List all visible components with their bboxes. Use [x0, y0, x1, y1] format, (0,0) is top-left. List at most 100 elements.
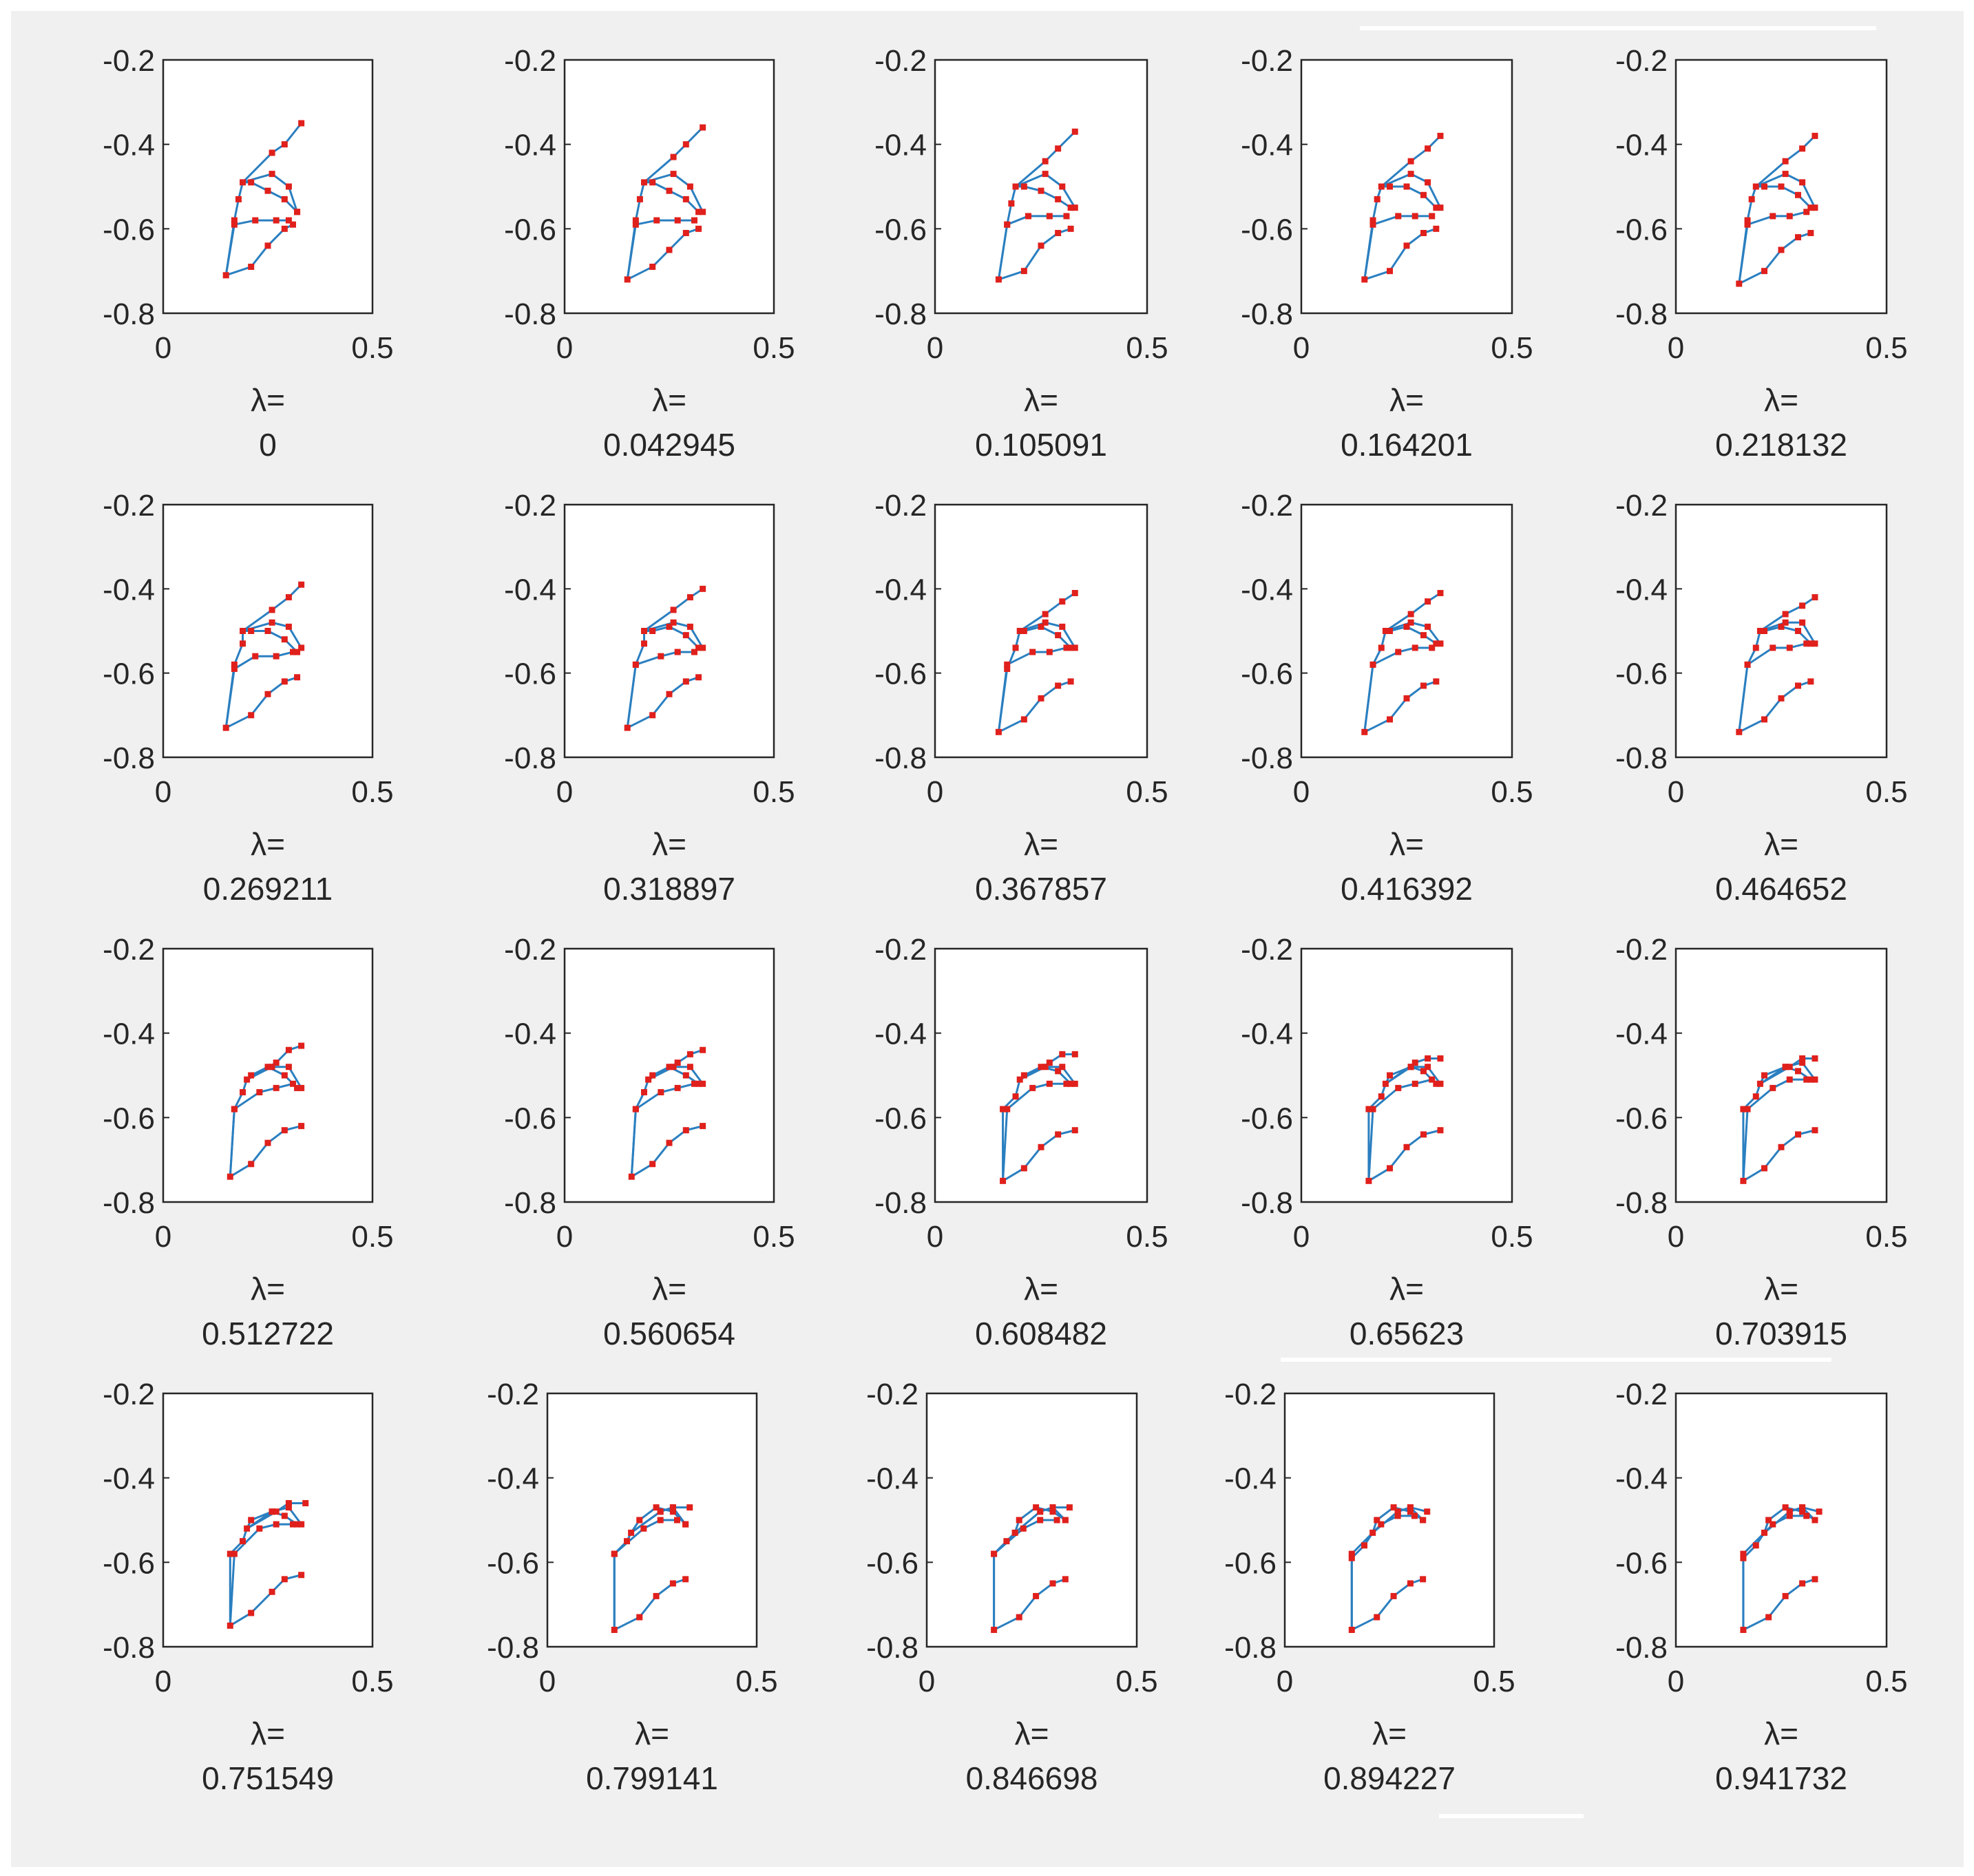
subplot-9: -0.2 -0.4 -0.6 -0.80 0.5 λ= 0.416392: [1241, 489, 1533, 907]
joint-point: [1403, 183, 1410, 190]
joint-point: [231, 217, 238, 224]
joint-point: [1770, 213, 1776, 220]
x-tick-label: 0: [556, 1220, 573, 1254]
x-tick-label: 0: [1668, 775, 1684, 809]
joint-point: [1794, 1068, 1801, 1075]
y-tick-label: -0.6: [103, 1546, 155, 1580]
lambda-label: λ=: [1024, 826, 1058, 862]
skeleton-line: [689, 626, 704, 649]
axes-box: [1674, 59, 1888, 315]
joint-point: [1365, 1106, 1372, 1113]
joint-point: [669, 1508, 676, 1515]
axes-box: [162, 59, 374, 315]
skeleton-line: [224, 668, 235, 728]
y-tick-label: -0.4: [1615, 573, 1668, 607]
subplot-2: -0.2 -0.4 -0.6 -0.80 0.5 λ= 0.042945: [504, 44, 795, 463]
joint-point: [1395, 649, 1402, 655]
skeleton-line: [1006, 1087, 1033, 1110]
joint-point: [1059, 598, 1066, 605]
joint-point: [1782, 171, 1789, 178]
joint-point: [1055, 632, 1062, 639]
subplot-14: -0.2 -0.4 -0.6 -0.80 0.5 λ= 0.65623: [1241, 933, 1533, 1351]
y-tick-label: -0.6: [1241, 213, 1293, 246]
glare-strip: [1360, 26, 1876, 30]
joint-point: [1812, 640, 1818, 647]
joint-point: [628, 1529, 635, 1536]
y-tick-label: -0.6: [504, 657, 556, 691]
joint-point: [1799, 1504, 1806, 1511]
joint-point: [1736, 280, 1743, 287]
joint-point: [1794, 682, 1801, 689]
joint-point: [1752, 644, 1759, 651]
skeleton-line: [1739, 718, 1765, 733]
x-tick-label: 0: [1293, 331, 1310, 365]
joint-point: [1395, 1084, 1402, 1091]
joint-point: [244, 1076, 251, 1083]
joint-point: [1067, 225, 1074, 232]
skeleton-line: [1763, 1146, 1783, 1169]
skeleton-line: [1372, 1510, 1399, 1534]
joint-point: [1071, 128, 1078, 135]
joint-point: [1046, 1080, 1053, 1087]
joint-point: [1004, 666, 1011, 673]
joint-point: [1765, 1517, 1772, 1524]
joint-point: [636, 1614, 643, 1621]
joint-point: [1420, 191, 1427, 198]
joint-point: [231, 1550, 238, 1557]
joint-point: [1407, 611, 1414, 618]
y-tick-label: -0.2: [1615, 489, 1668, 523]
skeleton-line: [234, 219, 256, 226]
joint-point: [1395, 213, 1402, 220]
joint-point: [1071, 1080, 1078, 1087]
joint-point: [1425, 1064, 1431, 1071]
skeleton-line: [1380, 173, 1411, 188]
joint-point: [1067, 1080, 1074, 1087]
joint-point: [1420, 229, 1427, 236]
joint-point: [248, 712, 255, 719]
x-tick-label: 0.5: [753, 1220, 795, 1254]
joint-point: [1794, 191, 1801, 198]
joint-point: [991, 1626, 998, 1633]
joint-point: [670, 171, 677, 178]
subplot-20: -0.2 -0.4 -0.6 -0.80 0.5 λ= 0.941732: [1615, 1378, 1907, 1796]
joint-point: [1740, 1106, 1747, 1113]
joint-point: [273, 1508, 280, 1515]
skeleton-line: [288, 626, 302, 649]
subplot-16: -0.2 -0.4 -0.6 -0.80 0.5 λ= 0.751549: [103, 1378, 393, 1796]
lambda-value: 0.799141: [586, 1760, 718, 1796]
joint-point: [700, 1123, 706, 1130]
joint-point: [1049, 1508, 1056, 1515]
joint-point: [1778, 1143, 1785, 1150]
joint-point: [666, 691, 673, 697]
skeleton-line: [250, 244, 269, 268]
lambda-label: λ=: [1372, 1716, 1407, 1751]
skeleton-line: [1364, 270, 1390, 281]
y-tick-label: -0.4: [504, 573, 556, 607]
joint-point: [682, 141, 689, 148]
skeleton-line: [634, 199, 641, 221]
y-tick-label: -0.8: [1241, 741, 1293, 775]
joint-point: [1420, 1576, 1427, 1583]
joint-point: [1382, 1080, 1389, 1087]
joint-point: [632, 1106, 639, 1113]
joint-point: [269, 1064, 275, 1071]
joint-point: [1782, 1504, 1789, 1511]
skeleton-line: [997, 224, 1009, 280]
joint-point: [289, 649, 296, 655]
joint-point: [1420, 1131, 1427, 1138]
joint-point: [1794, 1131, 1801, 1138]
joint-point: [1437, 204, 1444, 211]
joint-point: [628, 1173, 635, 1180]
skeleton-line: [1376, 1595, 1395, 1618]
skeleton-line: [636, 219, 658, 226]
y-tick-label: -0.4: [866, 1462, 918, 1496]
lambda-label: λ=: [1764, 382, 1798, 418]
y-tick-label: -0.6: [103, 1102, 155, 1135]
subplot-5: -0.2 -0.4 -0.6 -0.80 0.5 λ= 0.218132: [1615, 44, 1907, 463]
joint-point: [1053, 1517, 1060, 1524]
joint-point: [269, 149, 275, 156]
skeleton-line: [225, 714, 252, 729]
joint-point: [1433, 204, 1440, 211]
skeleton-line: [627, 714, 653, 729]
